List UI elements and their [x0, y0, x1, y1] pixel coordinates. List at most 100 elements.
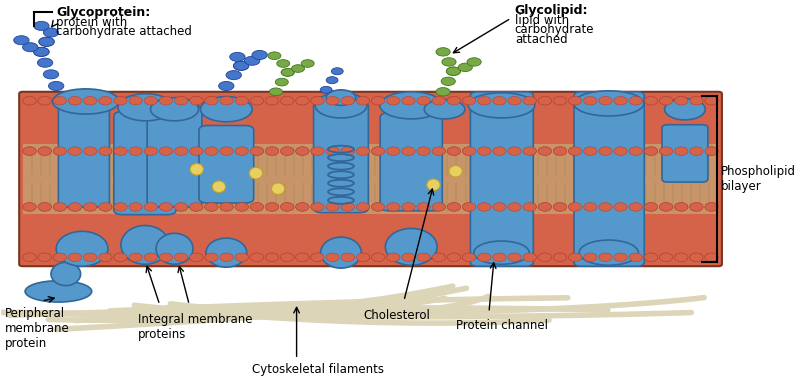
FancyBboxPatch shape [19, 92, 722, 266]
Text: Glycolipid:: Glycolipid: [515, 4, 588, 17]
Ellipse shape [432, 253, 446, 261]
Ellipse shape [190, 253, 203, 261]
Ellipse shape [218, 81, 234, 91]
Text: Cholesterol: Cholesterol [363, 309, 430, 322]
Ellipse shape [266, 253, 278, 261]
Ellipse shape [83, 147, 97, 155]
Ellipse shape [38, 147, 51, 155]
Ellipse shape [538, 147, 551, 155]
FancyBboxPatch shape [662, 125, 708, 182]
Ellipse shape [599, 203, 612, 211]
Ellipse shape [432, 96, 446, 105]
Ellipse shape [599, 147, 612, 155]
Ellipse shape [220, 203, 234, 211]
Ellipse shape [554, 96, 566, 105]
Ellipse shape [447, 253, 461, 261]
Ellipse shape [538, 96, 551, 105]
Ellipse shape [341, 96, 354, 105]
Ellipse shape [478, 203, 491, 211]
Ellipse shape [386, 147, 400, 155]
Ellipse shape [250, 203, 263, 211]
Ellipse shape [705, 147, 718, 155]
Ellipse shape [446, 67, 461, 75]
Ellipse shape [205, 203, 218, 211]
Ellipse shape [584, 203, 597, 211]
Ellipse shape [569, 147, 582, 155]
Ellipse shape [281, 253, 294, 261]
Ellipse shape [690, 96, 703, 105]
Ellipse shape [129, 203, 142, 211]
Ellipse shape [159, 253, 173, 261]
Ellipse shape [23, 203, 36, 211]
Ellipse shape [584, 203, 597, 211]
Ellipse shape [599, 203, 612, 211]
Ellipse shape [705, 147, 718, 155]
Ellipse shape [144, 203, 158, 211]
Ellipse shape [83, 147, 97, 155]
Ellipse shape [114, 96, 127, 105]
Ellipse shape [43, 70, 58, 79]
Ellipse shape [674, 96, 688, 105]
Ellipse shape [205, 96, 218, 105]
Ellipse shape [250, 147, 263, 155]
Ellipse shape [417, 253, 430, 261]
Ellipse shape [205, 147, 218, 155]
Ellipse shape [674, 96, 688, 105]
Ellipse shape [190, 147, 203, 155]
Ellipse shape [98, 96, 112, 105]
Ellipse shape [599, 96, 612, 105]
Ellipse shape [311, 96, 324, 105]
Ellipse shape [644, 96, 658, 105]
Ellipse shape [315, 93, 367, 118]
Ellipse shape [508, 253, 522, 261]
Ellipse shape [68, 147, 82, 155]
Ellipse shape [129, 203, 142, 211]
Ellipse shape [266, 147, 278, 155]
Ellipse shape [569, 96, 582, 105]
Ellipse shape [462, 96, 476, 105]
Ellipse shape [281, 203, 294, 211]
Ellipse shape [220, 96, 234, 105]
Ellipse shape [326, 203, 339, 211]
Ellipse shape [320, 86, 332, 93]
Ellipse shape [674, 253, 688, 261]
Ellipse shape [68, 203, 82, 211]
Ellipse shape [462, 96, 476, 105]
Ellipse shape [523, 96, 536, 105]
Ellipse shape [538, 147, 551, 155]
Ellipse shape [53, 253, 66, 261]
Ellipse shape [380, 92, 442, 119]
Ellipse shape [235, 253, 248, 261]
Ellipse shape [554, 147, 566, 155]
Ellipse shape [356, 96, 370, 105]
Ellipse shape [446, 67, 461, 75]
Ellipse shape [268, 52, 281, 60]
Ellipse shape [250, 253, 263, 261]
Ellipse shape [190, 203, 203, 211]
Ellipse shape [462, 253, 476, 261]
Ellipse shape [266, 96, 278, 105]
Text: protein with: protein with [56, 16, 127, 28]
Ellipse shape [629, 96, 642, 105]
Ellipse shape [38, 96, 51, 105]
Ellipse shape [424, 100, 465, 119]
Ellipse shape [34, 47, 49, 56]
Ellipse shape [250, 167, 262, 179]
Ellipse shape [341, 253, 354, 261]
Ellipse shape [674, 203, 688, 211]
Ellipse shape [174, 96, 188, 105]
Ellipse shape [508, 253, 522, 261]
Ellipse shape [402, 253, 415, 261]
Ellipse shape [554, 203, 566, 211]
Ellipse shape [53, 89, 119, 114]
Ellipse shape [523, 253, 536, 261]
Ellipse shape [114, 253, 127, 261]
Ellipse shape [341, 147, 354, 155]
Ellipse shape [644, 253, 658, 261]
Ellipse shape [83, 253, 97, 261]
Ellipse shape [432, 96, 446, 105]
Ellipse shape [356, 203, 370, 211]
Ellipse shape [326, 90, 356, 105]
Ellipse shape [23, 253, 36, 261]
Ellipse shape [331, 68, 343, 75]
